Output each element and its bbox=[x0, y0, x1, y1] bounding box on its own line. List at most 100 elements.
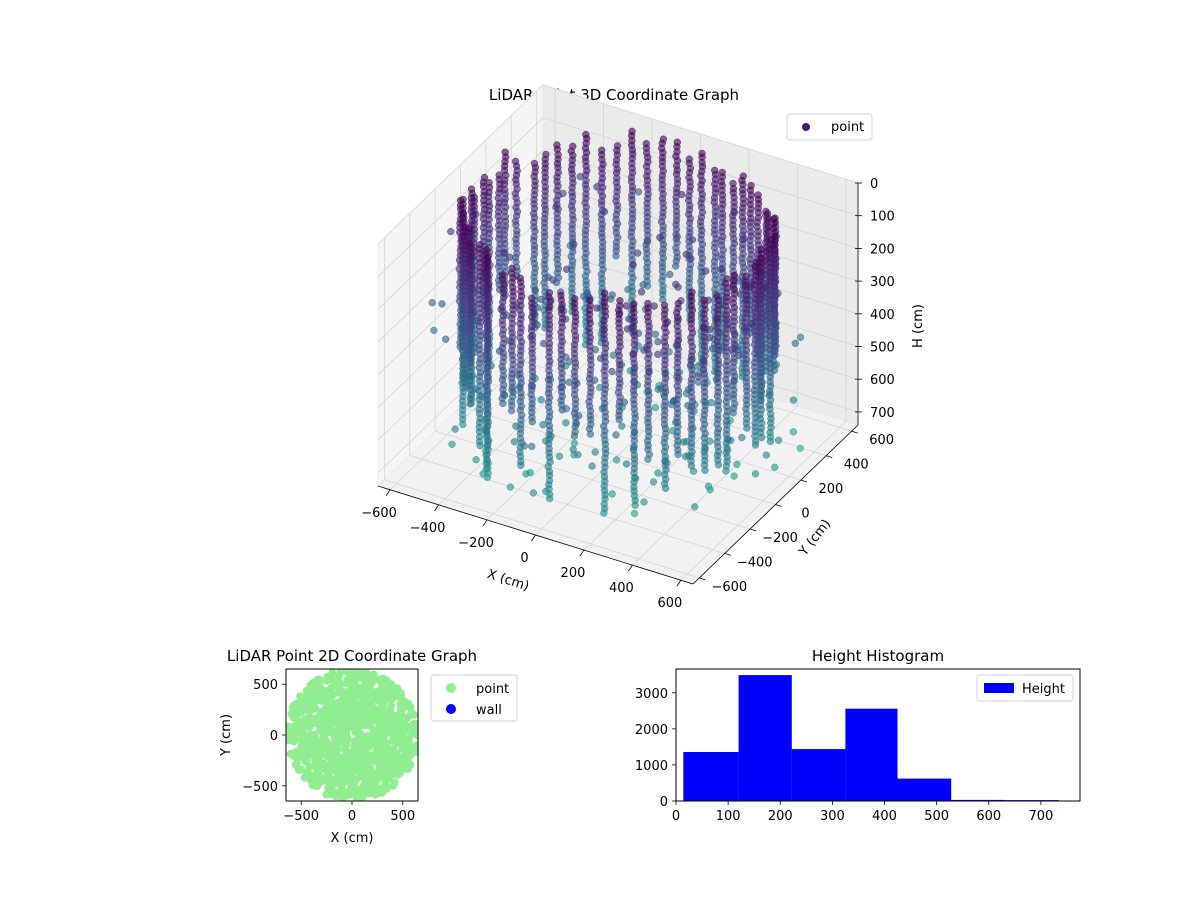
plot-3d-z-tick-label: 600 bbox=[870, 373, 895, 388]
plot-3d-point bbox=[723, 417, 731, 425]
plot-3d-point bbox=[545, 413, 554, 421]
plot-3d-point bbox=[447, 227, 455, 236]
plot-2d-point bbox=[293, 709, 302, 718]
histogram-bar bbox=[845, 708, 898, 801]
plot-3d-point bbox=[517, 311, 525, 319]
plot-3d-point bbox=[517, 356, 525, 365]
plot-2d-point bbox=[350, 720, 359, 729]
plot-2d-point bbox=[365, 712, 374, 721]
histogram-x-tick-label: 700 bbox=[1028, 809, 1053, 824]
plot-3d-point bbox=[730, 276, 738, 285]
plot-3d-point bbox=[658, 259, 666, 267]
plot-3d-point bbox=[658, 144, 666, 153]
plot-2d-point bbox=[395, 690, 404, 699]
plot-3d-point bbox=[483, 455, 491, 463]
histogram-y-tick-label: 2000 bbox=[635, 723, 668, 738]
histogram-legend-frame bbox=[976, 674, 1074, 702]
plot-3d-point bbox=[722, 430, 731, 439]
plot-3d-point bbox=[700, 296, 708, 304]
plot-3d-point bbox=[718, 223, 726, 232]
plot-3d-point bbox=[654, 350, 662, 359]
plot-3d-point bbox=[697, 277, 705, 285]
plot-3d-point bbox=[630, 464, 639, 473]
plot-3d-y-tick bbox=[699, 577, 706, 581]
plot-3d-point bbox=[766, 268, 774, 276]
plot-2d-point bbox=[390, 737, 399, 746]
plot-3d-point bbox=[757, 424, 765, 432]
plot-2d-point bbox=[330, 714, 338, 723]
plot-3d-point bbox=[608, 367, 616, 376]
plot-3d-point bbox=[509, 283, 517, 292]
plot-3d-point bbox=[644, 387, 653, 395]
plot-3d-point bbox=[674, 391, 683, 399]
plot-3d-point bbox=[568, 221, 576, 229]
plot-2d-point bbox=[369, 756, 378, 765]
plot-2d-point bbox=[389, 781, 398, 790]
plot-3d-point bbox=[698, 286, 706, 295]
plot-3d-x-tick-label: 600 bbox=[657, 596, 682, 611]
plot-3d-point bbox=[628, 164, 636, 172]
plot-3d-point bbox=[711, 180, 719, 188]
plot-2d-y-tick-label: −500 bbox=[242, 780, 278, 795]
plot-3d-point bbox=[586, 430, 595, 438]
plot-3d-point bbox=[718, 251, 726, 259]
plot-3d-point bbox=[459, 322, 467, 330]
plot-3d-point bbox=[545, 445, 553, 453]
plot-3d-point bbox=[706, 486, 714, 494]
plot-2d-point bbox=[386, 763, 395, 771]
plot-3d-point bbox=[766, 254, 775, 263]
plot-3d-point bbox=[713, 324, 721, 332]
plot-3d-point bbox=[729, 244, 737, 252]
plot-3d-point bbox=[571, 309, 579, 317]
plot-3d-point bbox=[586, 352, 595, 360]
plot-2d-point bbox=[316, 762, 325, 771]
plot-3d-point bbox=[765, 332, 774, 340]
plot-3d-z-tick-label: 0 bbox=[870, 177, 878, 192]
plot-3d-y-tick bbox=[851, 430, 858, 434]
plot-3d-point bbox=[649, 478, 658, 486]
plot-3d-point bbox=[517, 421, 525, 429]
plot-3d-point bbox=[673, 341, 682, 349]
plot-3d-point bbox=[508, 365, 516, 374]
plot-3d-point bbox=[660, 420, 669, 429]
plot-3d-y-tick-label: −200 bbox=[762, 531, 798, 546]
plot-3d-point bbox=[459, 210, 468, 218]
plot-3d-point bbox=[545, 467, 554, 476]
plot-3d-y-tick bbox=[826, 455, 833, 458]
plot-2d-point bbox=[360, 780, 368, 789]
plot-3d-point bbox=[498, 316, 507, 325]
plot-2d-point bbox=[321, 744, 330, 752]
plot-2d-point bbox=[315, 675, 324, 684]
plot-3d-point bbox=[499, 399, 507, 408]
plot-2d-point bbox=[369, 670, 378, 679]
plot-2d-point bbox=[377, 719, 386, 728]
plot-3d-point bbox=[630, 396, 638, 404]
plot-3d-point bbox=[723, 384, 731, 393]
plot-3d-point bbox=[645, 359, 653, 368]
plot-2d-point bbox=[354, 709, 363, 718]
plot-3d-point bbox=[528, 299, 536, 308]
plot-3d-point bbox=[687, 402, 696, 411]
plot-2d-point bbox=[341, 734, 350, 743]
plot-3d-point bbox=[686, 182, 694, 191]
plot-3d-point bbox=[570, 439, 579, 447]
plot-3d-y-tick-label: 600 bbox=[869, 433, 894, 448]
plot-3d-point bbox=[766, 378, 774, 386]
plot-2d-point bbox=[292, 748, 300, 757]
plot-3d-point bbox=[581, 226, 590, 235]
plot-3d-point bbox=[517, 457, 525, 466]
plot-2d-legend-point-marker bbox=[446, 683, 456, 693]
plot-3d-point bbox=[766, 428, 774, 437]
plot-3d-point bbox=[643, 217, 651, 226]
plot-3d-point bbox=[765, 401, 774, 409]
plot-3d-point bbox=[628, 292, 636, 300]
plot-3d-point bbox=[476, 369, 485, 377]
plot-3d-point bbox=[700, 397, 708, 406]
plot-3d-point bbox=[674, 327, 682, 336]
histogram-legend-swatch bbox=[984, 683, 1014, 693]
plot-2d-point bbox=[313, 782, 321, 791]
plot-3d-point bbox=[672, 262, 680, 270]
plot-2d-point bbox=[337, 775, 346, 784]
plot-3d-point bbox=[677, 190, 686, 199]
plot-3d-point bbox=[765, 245, 774, 253]
